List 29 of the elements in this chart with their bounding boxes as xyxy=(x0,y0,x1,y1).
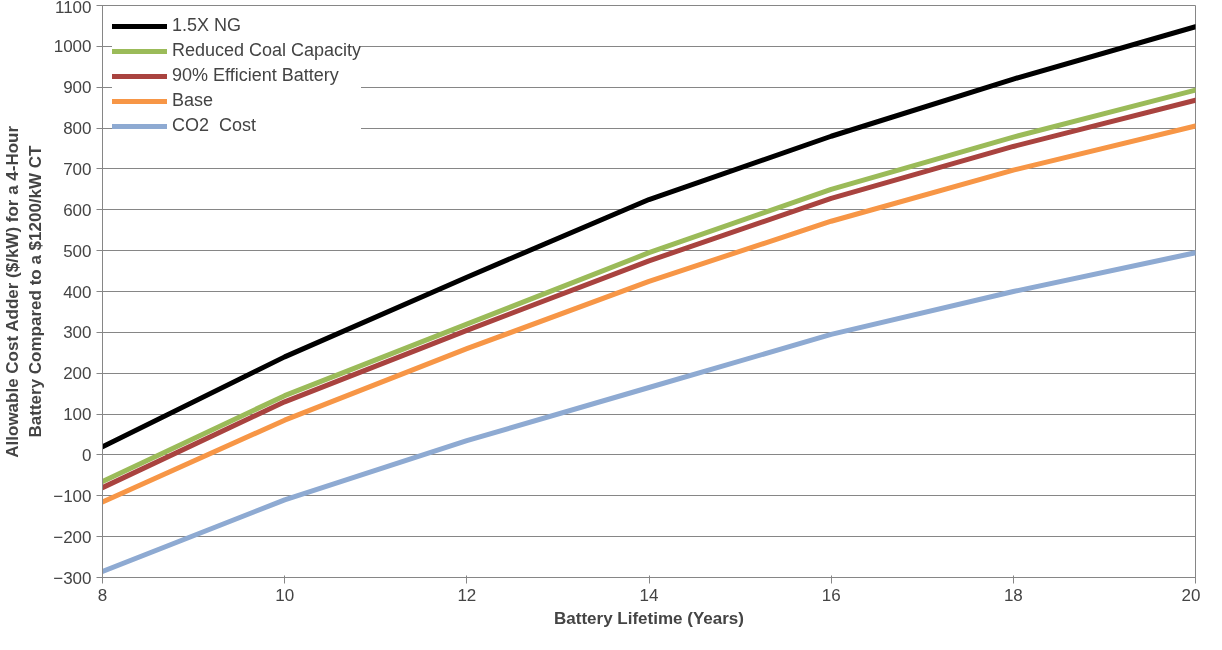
x-tick-label: 12 xyxy=(457,585,477,605)
y-tick-label: 0 xyxy=(82,445,92,465)
x-tick-label: 8 xyxy=(97,585,108,605)
x-tick-label: 18 xyxy=(1003,585,1023,605)
y-tick-label: 700 xyxy=(63,159,92,179)
x-tick-label: 10 xyxy=(275,585,295,605)
y-tick-label: −200 xyxy=(53,527,92,547)
y-tick-label: 100 xyxy=(63,405,92,425)
y-tick-label: 400 xyxy=(63,282,92,302)
legend-label: Reduced Coal Capacity xyxy=(172,40,362,61)
x-axis-title: Battery Lifetime (Years) xyxy=(554,608,744,628)
y-tick-label: 1000 xyxy=(53,37,92,57)
y-tick-label: −300 xyxy=(53,568,92,588)
y-tick-label: 800 xyxy=(63,119,92,139)
y-tick-label: 600 xyxy=(63,200,92,220)
y-axis-title: Allowable Cost Adder ($/kW) for a 4-Hour Battery Compared to a $1200/kW CT xyxy=(3,125,46,458)
legend-label: Base xyxy=(172,90,214,111)
y-tick-label: 900 xyxy=(63,78,92,98)
x-tick-label: 16 xyxy=(821,585,841,605)
y-tick-label: 1100 xyxy=(54,0,92,17)
x-tick-label: 20 xyxy=(1181,585,1201,605)
y-tick-label: 300 xyxy=(63,323,92,343)
legend-label: CO2 Cost xyxy=(172,115,257,136)
legend-label: 90% Efficient Battery xyxy=(172,65,339,86)
y-tick-label: −100 xyxy=(53,486,92,506)
legend-label: 1.5X NG xyxy=(172,15,242,36)
y-tick-label: 500 xyxy=(63,241,92,261)
x-tick-label: 14 xyxy=(639,585,659,605)
y-tick-label: 200 xyxy=(63,364,92,384)
